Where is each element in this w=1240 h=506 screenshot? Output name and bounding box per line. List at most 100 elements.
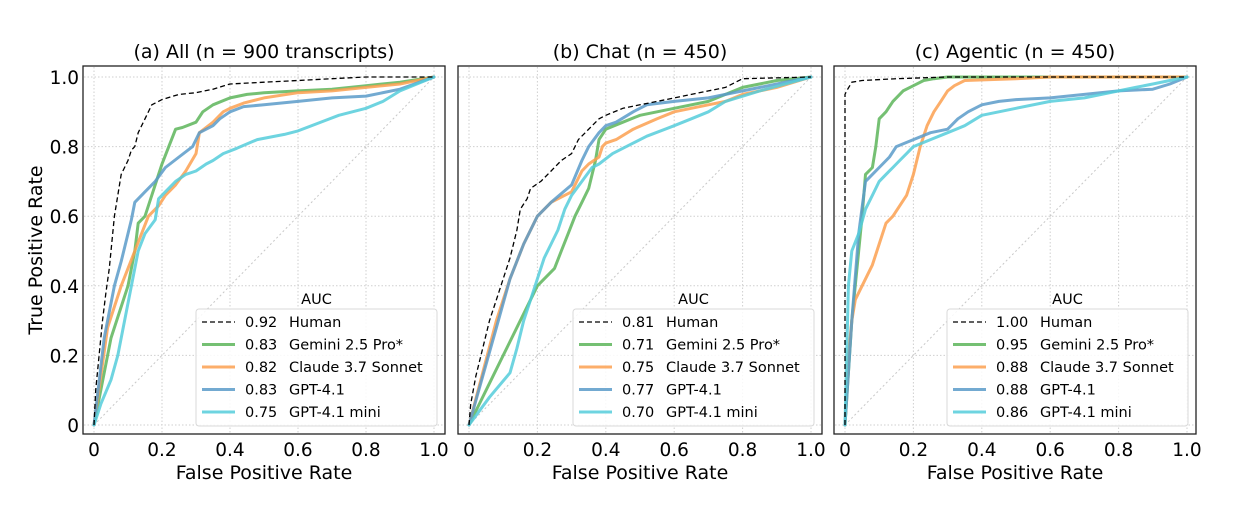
legend-series-name: Claude 3.7 Sonnet [666, 360, 800, 376]
legend-item: 0.83 GPT-4.1 [202, 383, 345, 399]
legend-series-name: Human [289, 315, 341, 331]
y-tick-label: 0.2 [50, 346, 79, 367]
legend-auc-value: 0.70 [622, 405, 654, 421]
panel-b: (b) Chat (n = 450) 0 0.2 0.4 0.6 0.8 1.0 False … [457, 41, 826, 484]
legend-auc-value: 0.75 [245, 405, 277, 421]
legend-series-name: GPT-4.1 [289, 383, 345, 399]
plot-frame [833, 65, 1197, 435]
series-line-human [468, 76, 812, 426]
legend-item: 0.88 GPT-4.1 [953, 383, 1096, 399]
legend-item: 0.86 GPT-4.1 mini [953, 405, 1132, 421]
legend-series-name: Human [1040, 315, 1092, 331]
series-line-claude-3-7-sonnet [843, 75, 1189, 427]
legend-auc-value: 0.95 [996, 338, 1028, 354]
series-line-gpt-4-1 [467, 75, 813, 427]
x-tick-label: 0.2 [523, 440, 552, 461]
legend-series-name: GPT-4.1 [1040, 383, 1096, 399]
legend-auc-value: 0.92 [245, 315, 277, 331]
legend-box [946, 308, 1189, 427]
plot-frame [82, 65, 446, 435]
y-axis-label: True Positive Rate [25, 165, 47, 335]
series-line-gpt-4-1 [843, 75, 1189, 427]
legend-item: 0.95 Gemini 2.5 Pro* [953, 338, 1154, 354]
x-axis-label: False Positive Rate [927, 462, 1104, 484]
legend-series-name: GPT-4.1 mini [1040, 405, 1132, 421]
x-tick-label: 0.8 [351, 440, 380, 461]
legend-box [572, 308, 815, 427]
legend-series-name: Gemini 2.5 Pro* [666, 338, 780, 354]
y-tick-label: 0.6 [50, 207, 79, 228]
plot-frame [457, 65, 823, 435]
x-tick-label: 0.2 [147, 440, 176, 461]
legend-item: 0.92 Human [202, 315, 341, 331]
chance-diagonal [844, 76, 1188, 426]
legend-item: 0.82 Claude 3.7 Sonnet [202, 360, 423, 376]
legend-title: AUC [1052, 292, 1083, 308]
legend-series-name: Human [666, 315, 718, 331]
series-line-gpt-4-1-mini [843, 75, 1189, 427]
x-tick-label: 0.6 [283, 440, 312, 461]
panel-title: (b) Chat (n = 450) [553, 41, 728, 63]
legend-auc-value: 0.77 [622, 383, 654, 399]
x-tick-label: 0 [463, 440, 475, 461]
x-tick-label: 1.0 [796, 440, 825, 461]
legend-item: 0.88 Claude 3.7 Sonnet [953, 360, 1174, 376]
legend-auc-value: 0.83 [245, 383, 277, 399]
x-tick-label: 0.2 [899, 440, 928, 461]
legend-series-name: Claude 3.7 Sonnet [289, 360, 423, 376]
y-tick-label: 0.8 [50, 138, 79, 159]
legend-auc-value: 1.00 [996, 315, 1028, 331]
series-line-human [93, 76, 434, 426]
legend-item: 0.77 GPT-4.1 [579, 383, 722, 399]
series-line-gpt-4-1-mini [467, 75, 813, 427]
legend: AUC 0.92 Human 0.83 Gemini 2.5 Pro* 0.82 Claud… [195, 292, 438, 427]
y-tick-label: 0 [67, 416, 79, 437]
legend-auc-value: 0.82 [245, 360, 277, 376]
x-tick-label: 1.0 [1172, 440, 1201, 461]
panel-title: (c) Agentic (n = 450) [915, 41, 1115, 63]
legend: AUC 1.00 Human 0.95 Gemini 2.5 Pro* 0.88 Claud… [946, 292, 1189, 427]
series-line-human [844, 76, 1187, 425]
panel-c: (c) Agentic (n = 450) 0 0.2 0.4 0.6 0.8 1.0 Fal… [833, 41, 1202, 484]
chance-diagonal [468, 76, 812, 426]
x-tick-label: 0.8 [1104, 440, 1133, 461]
series-line-gemini-2-5-pro [92, 75, 436, 427]
legend-title: AUC [301, 292, 332, 308]
panel-title: (a) All (n = 900 transcripts) [133, 41, 394, 63]
x-axis-label: False Positive Rate [176, 462, 353, 484]
legend-item: 0.75 Claude 3.7 Sonnet [579, 360, 800, 376]
legend-auc-value: 0.81 [622, 315, 654, 331]
x-axis-label: False Positive Rate [552, 462, 729, 484]
legend-series-name: GPT-4.1 [666, 383, 722, 399]
legend-item: 0.83 Gemini 2.5 Pro* [202, 338, 403, 354]
y-tick-label: 1.0 [50, 68, 79, 89]
legend-auc-value: 0.88 [996, 383, 1028, 399]
series-line-gpt-4-1-mini [92, 75, 436, 427]
legend: AUC 0.81 Human 0.71 Gemini 2.5 Pro* 0.75 Claud… [572, 292, 815, 427]
legend-series-name: GPT-4.1 mini [666, 405, 758, 421]
legend-auc-value: 0.75 [622, 360, 654, 376]
x-tick-label: 0.6 [659, 440, 688, 461]
x-tick-label: 1.0 [419, 440, 448, 461]
legend-item: 0.81 Human [579, 315, 718, 331]
x-tick-label: 0 [839, 440, 851, 461]
legend-auc-value: 0.86 [996, 405, 1028, 421]
legend-auc-value: 0.88 [996, 360, 1028, 376]
legend-series-name: GPT-4.1 mini [289, 405, 381, 421]
x-tick-label: 0.4 [591, 440, 620, 461]
panel-a: (a) All (n = 900 transcripts) 0 0.2 0.4 0.6 0… [25, 41, 449, 484]
legend-auc-value: 0.83 [245, 338, 277, 354]
legend-title: AUC [678, 292, 709, 308]
chance-diagonal [93, 76, 435, 426]
x-tick-label: 0.6 [1035, 440, 1064, 461]
x-tick-label: 0.4 [215, 440, 244, 461]
x-tick-label: 0.8 [728, 440, 757, 461]
series-line-gemini-2-5-pro [467, 75, 813, 427]
legend-auc-value: 0.71 [622, 338, 654, 354]
legend-series-name: Gemini 2.5 Pro* [289, 338, 403, 354]
series-line-claude-3-7-sonnet [92, 75, 436, 427]
x-tick-label: 0.4 [967, 440, 996, 461]
legend-item: 0.75 GPT-4.1 mini [202, 405, 381, 421]
y-tick-label: 0.4 [50, 277, 79, 298]
